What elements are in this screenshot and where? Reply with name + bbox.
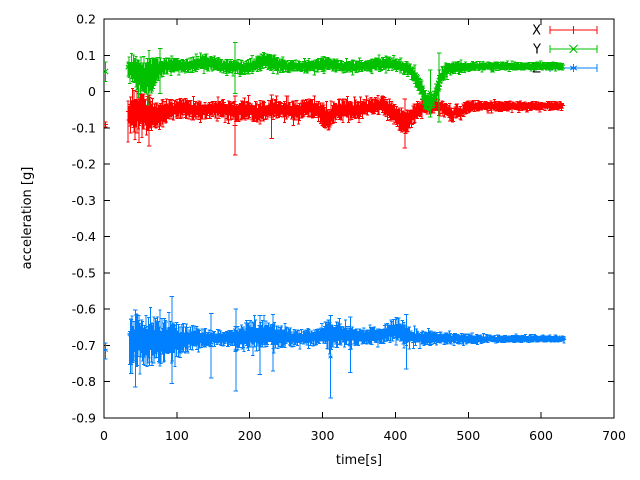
tick-labels: 0 100 200 300 400 500 600 700 0.2 0.1 0 -0.1 -0.2 -0.… xyxy=(72,12,626,444)
y-axis-title: acceleration [g] xyxy=(20,167,35,270)
y-tick-label: -0.8 xyxy=(72,374,96,389)
plot-border xyxy=(103,18,615,419)
x-axis-title: time[s] xyxy=(336,453,382,468)
series-Y xyxy=(104,42,566,123)
y-tick-label: -0.7 xyxy=(72,338,96,353)
axes-layer xyxy=(103,18,615,419)
legend-sample-Y xyxy=(549,44,598,54)
legend-label-Y: Y xyxy=(532,43,541,58)
series-Y-markers xyxy=(104,55,566,110)
series-Z-markers xyxy=(104,325,567,360)
y-tick-label: -0.9 xyxy=(72,411,96,426)
legend-sample-X xyxy=(549,26,598,34)
axis-ticks xyxy=(103,18,615,419)
y-tick-label: -0.2 xyxy=(72,157,96,172)
series-Z xyxy=(104,296,567,399)
y-tick-label: 0.1 xyxy=(76,48,96,63)
y-tick-label: 0 xyxy=(88,84,96,99)
y-tick-label: -0.1 xyxy=(72,120,96,135)
legend-label-X: X xyxy=(532,24,541,39)
y-tick-label: -0.6 xyxy=(72,302,96,317)
y-tick-label: -0.4 xyxy=(72,229,96,244)
x-tick-label: 0 xyxy=(100,428,108,443)
series-X xyxy=(104,88,565,156)
series-X-errorbars xyxy=(104,88,565,156)
x-tick-label: 400 xyxy=(383,428,407,443)
x-tick-label: 600 xyxy=(529,428,553,443)
y-tick-label: -0.5 xyxy=(72,265,96,280)
x-tick-label: 700 xyxy=(602,428,626,443)
series-Z-errorbars xyxy=(104,296,566,399)
series-X-markers xyxy=(104,100,565,128)
legend-entry-X: X xyxy=(532,24,598,39)
x-tick-label: 300 xyxy=(311,428,335,443)
y-tick-label: 0.2 xyxy=(76,12,96,27)
x-tick-label: 100 xyxy=(165,428,189,443)
data-series-layer xyxy=(104,42,567,399)
legend-entry-Y: Y xyxy=(532,43,598,58)
x-tick-label: 500 xyxy=(456,428,480,443)
y-tick-label: -0.3 xyxy=(72,193,96,208)
x-tick-label: 200 xyxy=(238,428,262,443)
